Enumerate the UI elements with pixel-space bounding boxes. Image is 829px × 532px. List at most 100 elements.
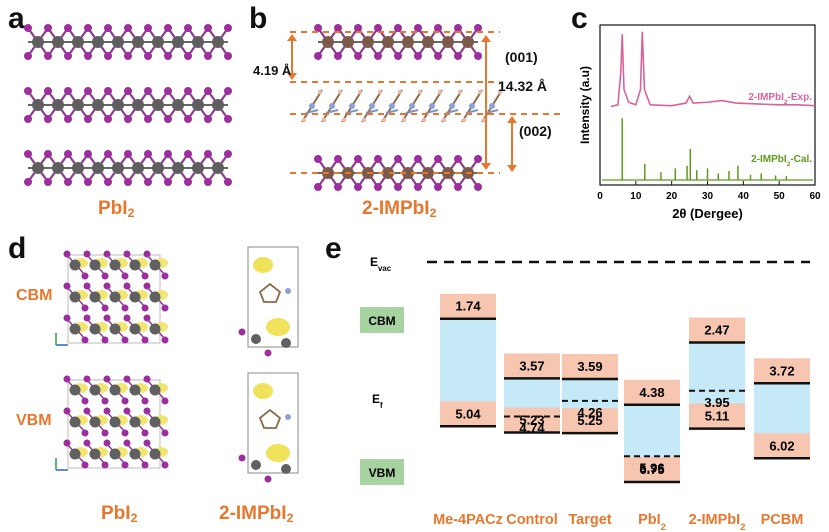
iodine-atom bbox=[434, 24, 442, 32]
lead-atom bbox=[362, 36, 374, 48]
iodine-atom bbox=[101, 429, 109, 437]
iodine-atom bbox=[103, 375, 111, 383]
fermi-value: 4.26 bbox=[577, 405, 602, 420]
vbm-reference-box bbox=[360, 459, 404, 485]
iodine-atom bbox=[143, 407, 151, 415]
iodine-atom bbox=[334, 52, 342, 60]
spacing-001-arrow bbox=[481, 35, 491, 170]
iodine-atom bbox=[104, 150, 112, 158]
lead-atom bbox=[89, 416, 101, 428]
pbi2-layer-2 bbox=[24, 87, 232, 123]
iodine-atom bbox=[474, 24, 482, 32]
lead-atom bbox=[89, 323, 101, 335]
iodine-atom bbox=[334, 155, 342, 163]
impbi2-crystal-structure bbox=[287, 24, 560, 191]
lead-atom bbox=[281, 338, 291, 348]
lead-atom bbox=[92, 99, 104, 111]
cbm-value-box bbox=[504, 353, 560, 379]
iodine-atom bbox=[83, 375, 91, 383]
iodine-atom bbox=[44, 24, 52, 32]
ef-label: Ef bbox=[372, 392, 383, 410]
panel-label-e: e bbox=[325, 232, 342, 265]
iodine-atom bbox=[101, 272, 109, 280]
iodine-atom bbox=[123, 250, 131, 258]
material-label-0: Me-4PACz bbox=[433, 512, 503, 528]
iodine-atom bbox=[63, 375, 71, 383]
iodine-atom bbox=[63, 282, 71, 290]
hydrogen-atom bbox=[377, 89, 383, 95]
organic-spacer-layer bbox=[301, 89, 503, 123]
iodine-atom bbox=[121, 429, 129, 437]
iodine-atom bbox=[124, 24, 132, 32]
lead-atom bbox=[69, 291, 81, 303]
iodine-atom bbox=[204, 178, 212, 186]
material-5: 3.72 6.02 bbox=[754, 358, 810, 460]
iodine-atom bbox=[104, 24, 112, 32]
iodine-atom bbox=[123, 439, 131, 447]
hydrogen-atom bbox=[337, 89, 343, 95]
iodine-atom bbox=[83, 407, 91, 415]
iodine-atom bbox=[143, 282, 151, 290]
lead-atom bbox=[69, 384, 81, 396]
iodine-atom bbox=[24, 52, 32, 60]
density-lobe bbox=[266, 444, 290, 462]
series-exp-label: 2-IMPbI2-Exp. bbox=[748, 92, 812, 106]
lead-atom bbox=[251, 460, 261, 470]
cbm-value: 2.47 bbox=[704, 323, 729, 338]
iodine-atom bbox=[84, 87, 92, 95]
iodine-atom bbox=[354, 155, 362, 163]
iodine-atom bbox=[161, 461, 169, 469]
iodine-atom bbox=[184, 52, 192, 60]
pbi2-crystal-structure bbox=[24, 24, 232, 186]
organic-bond bbox=[465, 109, 479, 114]
vbm-value: 5.25 bbox=[577, 413, 602, 428]
iodine-atom bbox=[103, 439, 111, 447]
iodine-atom bbox=[144, 178, 152, 186]
vbm-value-box bbox=[440, 401, 496, 427]
iodine-atom bbox=[161, 397, 169, 405]
lead-atom bbox=[112, 99, 124, 111]
hydrogen-atom bbox=[461, 117, 467, 123]
lead-atom bbox=[109, 259, 121, 271]
lead-atom bbox=[422, 36, 434, 48]
vbm-value: 6.02 bbox=[769, 438, 794, 453]
cbm-value-box bbox=[624, 379, 680, 405]
iodine-atom bbox=[161, 336, 169, 344]
lead-atom bbox=[132, 36, 144, 48]
fermi-value: 4.74 bbox=[519, 421, 545, 436]
impbi2-top-layer bbox=[314, 24, 482, 60]
lead-atom bbox=[149, 384, 161, 396]
panel-b-caption: 2-IMPbI2 bbox=[362, 198, 437, 221]
iodine-atom bbox=[44, 52, 52, 60]
evac-label: Evac bbox=[370, 255, 392, 273]
iodine-atom bbox=[354, 52, 362, 60]
iodine-atom bbox=[63, 250, 71, 258]
material-4: 2.47 5.113.95 bbox=[689, 317, 745, 430]
iodine-atom bbox=[143, 314, 151, 322]
iodine-atom bbox=[81, 461, 89, 469]
hydrogen-atom bbox=[397, 89, 403, 95]
lead-atom bbox=[32, 162, 44, 174]
iodine-atom bbox=[104, 115, 112, 123]
organic-bond bbox=[445, 109, 459, 114]
lead-atom bbox=[112, 162, 124, 174]
arrow-head bbox=[287, 73, 297, 80]
iodine-atom bbox=[224, 178, 232, 186]
hydrogen-atom bbox=[417, 89, 423, 95]
arrow-head bbox=[507, 116, 517, 123]
iodine-atom bbox=[101, 397, 109, 405]
iodine-atom bbox=[204, 87, 212, 95]
iodine-atom bbox=[121, 397, 129, 405]
pbi2-layer-3 bbox=[24, 150, 232, 186]
material-3: 4.38 6.755.96 bbox=[624, 379, 680, 484]
iodine-atom bbox=[454, 183, 462, 191]
lead-atom bbox=[149, 259, 161, 271]
lead-atom bbox=[109, 448, 121, 460]
iodine-atom bbox=[44, 87, 52, 95]
iodine-atom bbox=[434, 155, 442, 163]
vbm-row-label: VBM bbox=[16, 412, 52, 429]
spacing-002-arrow bbox=[507, 116, 517, 172]
iodine-atom bbox=[354, 24, 362, 32]
iodine-atom bbox=[434, 183, 442, 191]
cbm-value: 3.57 bbox=[519, 358, 544, 373]
